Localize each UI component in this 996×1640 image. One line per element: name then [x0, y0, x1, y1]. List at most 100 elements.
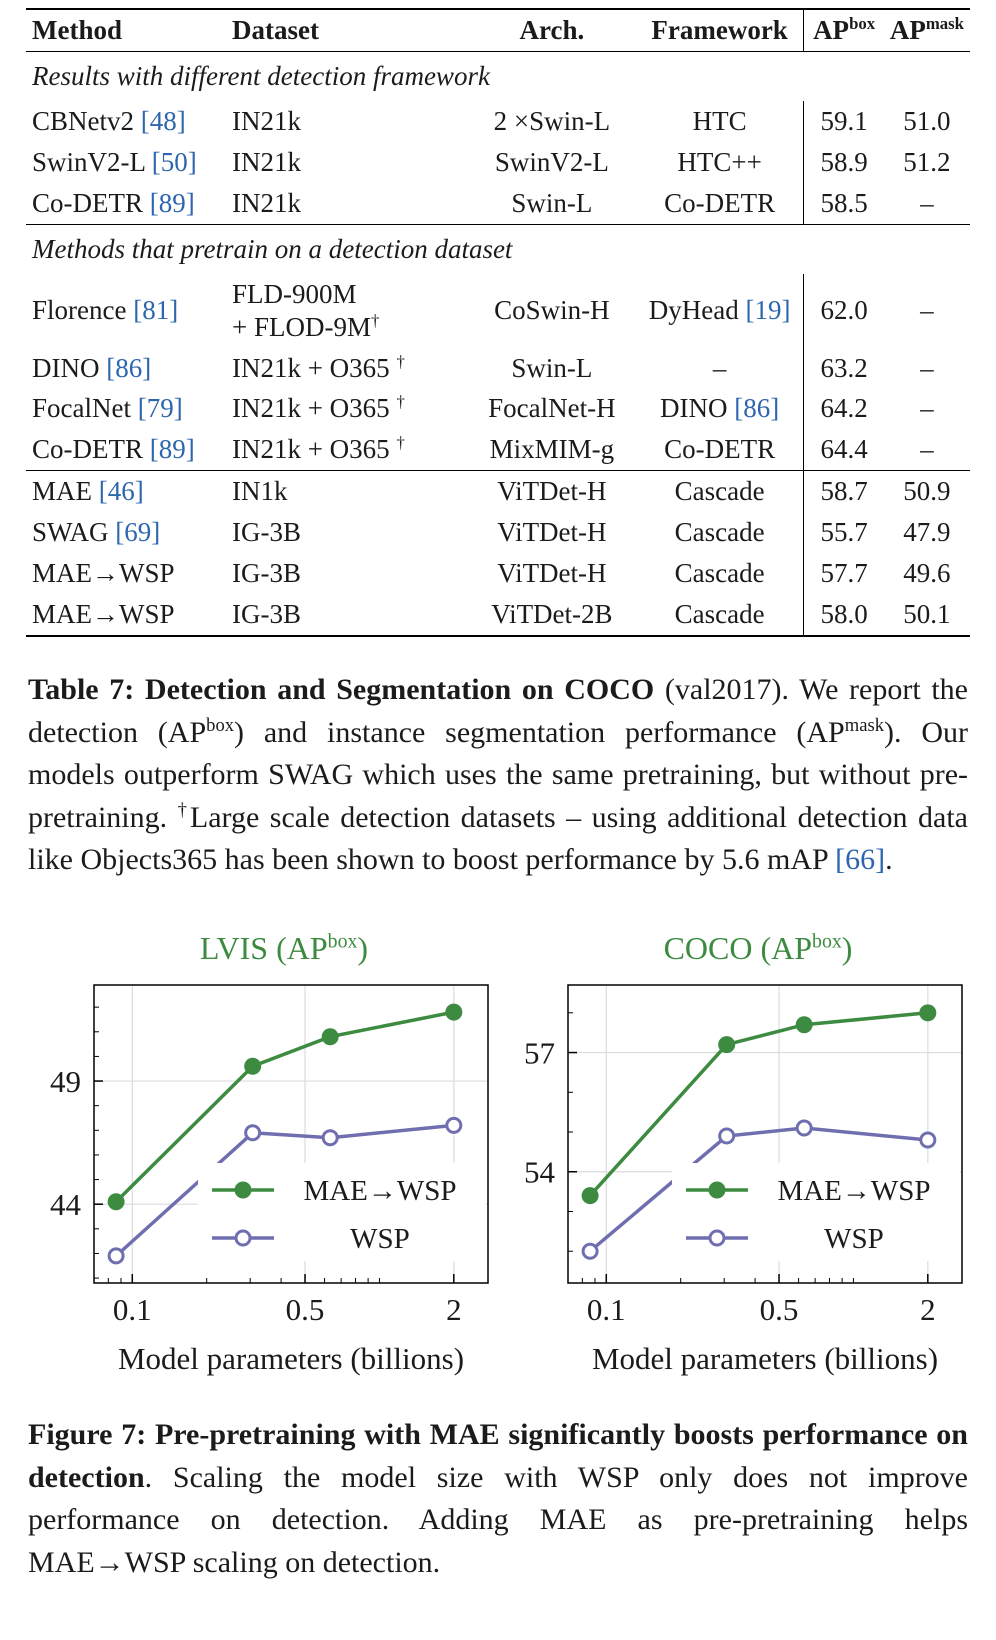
arch-cell: FocalNet-H	[468, 388, 636, 429]
arch-cell: 2 ×Swin-L	[468, 101, 636, 142]
y-tick-label: 57	[524, 1036, 555, 1071]
citation[interactable]: [81]	[133, 295, 179, 326]
results-table: Method Dataset Arch. Framework APbox APmask Re…	[26, 8, 970, 638]
legend-label: WSP	[824, 1223, 884, 1255]
header-ap-box: APbox	[803, 9, 884, 52]
series-line	[588, 1126, 928, 1253]
framework-cell: Cascade	[636, 594, 804, 636]
header-ap-mask: APmask	[884, 9, 970, 51]
text-run: IG-3B	[231, 599, 301, 630]
section-title: Methods that pretrain on a detection dat…	[32, 233, 513, 264]
legend-label: MAE→WSP	[777, 1175, 930, 1207]
superscript: box	[849, 14, 876, 33]
framework-cell: DyHead [19]	[636, 274, 804, 348]
text-run: SwinV2-L	[32, 146, 152, 177]
legend-marker	[234, 1181, 252, 1199]
text-run: 62.0	[820, 295, 868, 326]
dataset-cell: IN21k	[226, 101, 468, 142]
superscript: †	[396, 392, 405, 412]
header-method: Method	[26, 9, 226, 51]
text-run: 47.9	[903, 517, 951, 548]
text-run: Swin-L	[511, 352, 593, 383]
ap-box-cell: 63.2	[803, 347, 884, 389]
citation[interactable]: [48]	[140, 105, 186, 136]
text-run: ViTDet-H	[497, 517, 607, 548]
framework-cell: DINO [86]	[636, 388, 804, 429]
citation[interactable]: [89]	[149, 434, 195, 465]
chart-svg-coco: 0.1 0.5 2 54 57 MAE→WSP WSP Model parameters (b…	[524, 984, 963, 1376]
framework-cell: Cascade	[636, 553, 804, 594]
text-run: CBNetv2	[32, 105, 141, 136]
text-run: Cascade	[674, 599, 765, 630]
citation[interactable]: [79]	[137, 393, 183, 424]
plot-frame	[93, 984, 489, 1284]
text-run: Florence	[32, 295, 134, 326]
header-arch: Arch.	[468, 9, 636, 51]
citation[interactable]: [86]	[734, 393, 780, 424]
ap-mask-cell: –	[884, 183, 970, 224]
text-run: Table 7:	[28, 673, 145, 707]
dataset-cell: IN21k + O365 †	[226, 429, 468, 470]
table-row: MAE→WSP IG-3B ViTDet-2B Cascade 58.0 50.1	[26, 594, 970, 637]
method-cell: MAE→WSP	[26, 553, 226, 594]
text-run: IN1k	[231, 476, 288, 507]
text-run: 58.9	[820, 146, 868, 177]
citation[interactable]: [50]	[151, 146, 197, 177]
text-run: –	[920, 295, 934, 326]
series-line	[114, 1123, 454, 1258]
x-tick-label: 2	[920, 1292, 936, 1327]
method-cell: SwinV2-L [50]	[26, 142, 226, 183]
text-run: AP	[889, 15, 926, 45]
citation[interactable]: [19]	[745, 295, 791, 326]
data-point	[321, 1129, 339, 1147]
table-row: MAE→WSP IG-3B ViTDet-H Cascade 57.7 49.6	[26, 553, 970, 595]
ap-mask-cell: 51.2	[884, 142, 970, 183]
dataset-cell: FLD-900M + FLOD-9M†	[226, 274, 468, 348]
text-run: Co-DETR	[664, 187, 776, 218]
text-run: –	[712, 352, 727, 383]
method-cell: FocalNet [79]	[26, 388, 226, 429]
citation[interactable]: [89]	[149, 187, 195, 218]
dataset-cell: IN21k + O365 †	[226, 348, 468, 389]
framework-cell: Co-DETR	[636, 429, 804, 470]
data-point	[795, 1119, 813, 1137]
superscript: box	[327, 930, 358, 953]
data-point	[445, 1116, 463, 1134]
text-run: IN21k	[231, 187, 301, 218]
text-run: Co-DETR	[32, 187, 150, 218]
method-cell: Co-DETR [89]	[26, 183, 226, 224]
text-run: MixMIM-g	[489, 434, 615, 465]
table-row: Florence [81] FLD-900M + FLOD-9M† CoSwin-H D…	[26, 273, 970, 348]
figure-caption: Figure 7: Pre-pretraining with MAE signi…	[28, 1414, 968, 1584]
dataset-cell: IG-3B	[226, 553, 468, 594]
method-cell: DINO [86]	[26, 348, 226, 389]
arch-cell: CoSwin-H	[468, 274, 636, 348]
superscript: box	[206, 714, 235, 736]
text-run: 55.7	[820, 517, 868, 548]
text-run: 57.7	[820, 558, 868, 589]
text-run: + FLOD-9M	[231, 311, 371, 342]
series-line	[588, 1011, 928, 1197]
text-run: AP	[813, 15, 850, 45]
text-run: ViTDet-H	[497, 558, 607, 589]
data-point	[107, 1193, 125, 1211]
data-point	[718, 1036, 736, 1054]
text-run: Dataset	[231, 15, 319, 45]
citation[interactable]: [46]	[98, 476, 144, 507]
citation[interactable]: [86]	[106, 352, 152, 383]
citation[interactable]: [69]	[115, 517, 161, 548]
text-run: MAE	[32, 476, 99, 507]
text-run: ) and instance segmentation performance …	[234, 715, 845, 749]
ap-box-cell: 64.4	[803, 429, 884, 471]
citation[interactable]: [66]	[835, 843, 886, 877]
x-tick-label: 2	[446, 1292, 462, 1327]
text-run: IN21k + O365	[231, 352, 397, 383]
legend-marker	[234, 1229, 252, 1247]
text-run: ). Our models outperform SWAG which uses…	[28, 715, 968, 834]
y-tick-label: 44	[50, 1187, 82, 1222]
x-tick-label: 0.5	[286, 1292, 325, 1327]
framework-cell: HTC	[636, 101, 804, 142]
ap-mask-cell: –	[884, 429, 970, 470]
data-point	[919, 1004, 937, 1022]
text-run: DyHead	[648, 295, 746, 326]
